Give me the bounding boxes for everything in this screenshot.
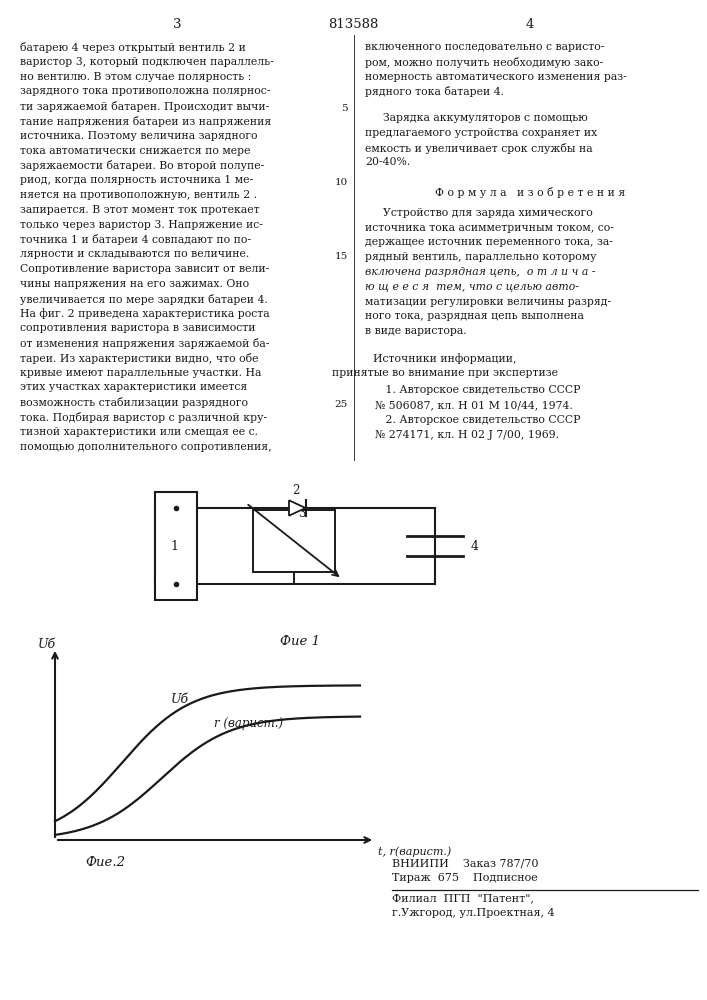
Text: матизации регулировки величины разряд-: матизации регулировки величины разряд- bbox=[365, 297, 611, 307]
Text: Ф о р м у л а   и з о б р е т е н и я: Ф о р м у л а и з о б р е т е н и я bbox=[435, 187, 625, 198]
Text: рядный вентиль, параллельно которому: рядный вентиль, параллельно которому bbox=[365, 252, 597, 262]
Text: принятые во внимание при экспертизе: принятые во внимание при экспертизе bbox=[332, 368, 558, 378]
Text: 813588: 813588 bbox=[328, 18, 378, 31]
Text: тареи. Из характеристики видно, что обе: тареи. Из характеристики видно, что обе bbox=[20, 353, 259, 364]
Bar bbox=[155, 492, 197, 600]
Text: 5: 5 bbox=[341, 104, 348, 113]
Text: г.Ужгород, ул.Проектная, 4: г.Ужгород, ул.Проектная, 4 bbox=[392, 908, 554, 918]
Text: держащее источник переменного тока, за-: держащее источник переменного тока, за- bbox=[365, 237, 613, 247]
Text: На фиг. 2 приведена характеристика роста: На фиг. 2 приведена характеристика роста bbox=[20, 308, 269, 319]
Text: r (варист.): r (варист.) bbox=[214, 717, 283, 730]
Text: Фие.2: Фие.2 bbox=[85, 856, 125, 868]
Text: кривые имеют параллельные участки. На: кривые имеют параллельные участки. На bbox=[20, 368, 262, 378]
Text: Зарядка аккумуляторов с помощью: Зарядка аккумуляторов с помощью bbox=[383, 113, 588, 123]
Text: Uб: Uб bbox=[38, 638, 56, 650]
Text: ного тока, разрядная цепь выполнена: ного тока, разрядная цепь выполнена bbox=[365, 311, 584, 321]
Text: Тираж  675    Подписное: Тираж 675 Подписное bbox=[392, 873, 538, 883]
Text: 2. Авторское свидетельство СССР: 2. Авторское свидетельство СССР bbox=[375, 415, 580, 425]
Text: 15: 15 bbox=[334, 252, 348, 261]
Text: рядного тока батареи 4.: рядного тока батареи 4. bbox=[365, 86, 504, 97]
Text: Сопротивление варистора зависит от вели-: Сопротивление варистора зависит от вели- bbox=[20, 264, 269, 274]
Text: 4: 4 bbox=[471, 540, 479, 552]
Text: 1: 1 bbox=[170, 540, 178, 552]
Text: источника тока асимметричным током, со-: источника тока асимметричным током, со- bbox=[365, 223, 614, 233]
Text: ром, можно получить необходимую зако-: ром, можно получить необходимую зако- bbox=[365, 57, 603, 68]
Text: зарядного тока противоположна полярнос-: зарядного тока противоположна полярнос- bbox=[20, 86, 270, 96]
Text: 10: 10 bbox=[334, 178, 348, 187]
Text: источника. Поэтому величина зарядного: источника. Поэтому величина зарядного bbox=[20, 131, 257, 141]
Text: в виде варистора.: в виде варистора. bbox=[365, 326, 467, 336]
Text: риод, когда полярность источника 1 ме-: риод, когда полярность источника 1 ме- bbox=[20, 175, 253, 185]
Text: запирается. В этот момент ток протекает: запирается. В этот момент ток протекает bbox=[20, 205, 259, 215]
Text: t, r(варист.): t, r(варист.) bbox=[378, 847, 451, 857]
Text: номерность автоматического изменения раз-: номерность автоматического изменения раз… bbox=[365, 72, 626, 82]
Text: сопротивления варистора в зависимости: сопротивления варистора в зависимости bbox=[20, 323, 255, 333]
Text: № 506087, кл. Н 01 М 10/44, 1974.: № 506087, кл. Н 01 М 10/44, 1974. bbox=[375, 400, 573, 410]
Text: точника 1 и батареи 4 совпадают по по-: точника 1 и батареи 4 совпадают по по- bbox=[20, 234, 251, 245]
Text: тание напряжения батареи из напряжения: тание напряжения батареи из напряжения bbox=[20, 116, 271, 127]
Text: от изменения напряжения заряжаемой ба-: от изменения напряжения заряжаемой ба- bbox=[20, 338, 269, 349]
Text: 3: 3 bbox=[173, 18, 181, 31]
Text: 2: 2 bbox=[292, 484, 300, 496]
Text: Uб: Uб bbox=[171, 693, 189, 706]
Text: возможность стабилизации разрядного: возможность стабилизации разрядного bbox=[20, 397, 248, 408]
Text: включенного последовательно с варисто-: включенного последовательно с варисто- bbox=[365, 42, 604, 52]
Text: чины напряжения на его зажимах. Оно: чины напряжения на его зажимах. Оно bbox=[20, 279, 249, 289]
Text: ВНИИПИ    Заказ 787/70: ВНИИПИ Заказ 787/70 bbox=[392, 858, 539, 868]
Text: няется на противоположную, вентиль 2 .: няется на противоположную, вентиль 2 . bbox=[20, 190, 257, 200]
Text: тока автоматически снижается по мере: тока автоматически снижается по мере bbox=[20, 146, 250, 156]
Text: Источники информации,: Источники информации, bbox=[373, 353, 517, 364]
Text: включена разрядная цепь,  о т л и ч а -: включена разрядная цепь, о т л и ч а - bbox=[365, 267, 595, 277]
Text: заряжаемости батареи. Во второй полупе-: заряжаемости батареи. Во второй полупе- bbox=[20, 160, 264, 171]
Text: емкость и увеличивает срок службы на: емкость и увеличивает срок службы на bbox=[365, 143, 592, 154]
Text: но вентилю. В этом случае полярность :: но вентилю. В этом случае полярность : bbox=[20, 72, 252, 82]
Text: ти заряжаемой батарен. Происходит вычи-: ти заряжаемой батарен. Происходит вычи- bbox=[20, 101, 269, 112]
Text: этих участках характеристики имеется: этих участках характеристики имеется bbox=[20, 382, 247, 392]
Text: предлагаемого устройства сохраняет их: предлагаемого устройства сохраняет их bbox=[365, 128, 597, 138]
Text: Филиал  ПГП  "Патент",: Филиал ПГП "Патент", bbox=[392, 893, 534, 903]
Bar bbox=[253, 510, 335, 572]
Text: помощью дополнительного сопротивления,: помощью дополнительного сопротивления, bbox=[20, 442, 271, 452]
Text: только через варистор 3. Напряжение ис-: только через варистор 3. Напряжение ис- bbox=[20, 220, 263, 230]
Text: 4: 4 bbox=[526, 18, 534, 31]
Text: 25: 25 bbox=[334, 400, 348, 409]
Text: варистор 3, который подключен параллель-: варистор 3, который подключен параллель- bbox=[20, 57, 274, 67]
Text: тока. Подбирая варистор с различной кру-: тока. Подбирая варистор с различной кру- bbox=[20, 412, 267, 423]
Text: ю щ е е с я  тем, что с целью авто-: ю щ е е с я тем, что с целью авто- bbox=[365, 282, 579, 292]
Text: 3: 3 bbox=[298, 507, 305, 520]
Text: 1. Авторское свидетельство СССР: 1. Авторское свидетельство СССР bbox=[375, 385, 580, 395]
Text: батарею 4 через открытый вентиль 2 и: батарею 4 через открытый вентиль 2 и bbox=[20, 42, 246, 53]
Text: тизной характеристики или смещая ее с.: тизной характеристики или смещая ее с. bbox=[20, 427, 258, 437]
Text: Фие 1: Фие 1 bbox=[280, 635, 320, 648]
Text: лярности и складываются по величине.: лярности и складываются по величине. bbox=[20, 249, 250, 259]
Text: № 274171, кл. Н 02 J 7/00, 1969.: № 274171, кл. Н 02 J 7/00, 1969. bbox=[375, 430, 559, 440]
Text: 20-40%.: 20-40%. bbox=[365, 157, 410, 167]
Text: увеличивается по мере зарядки батареи 4.: увеличивается по мере зарядки батареи 4. bbox=[20, 294, 268, 305]
Text: Устройство для заряда химического: Устройство для заряда химического bbox=[383, 208, 592, 218]
Polygon shape bbox=[289, 500, 305, 516]
